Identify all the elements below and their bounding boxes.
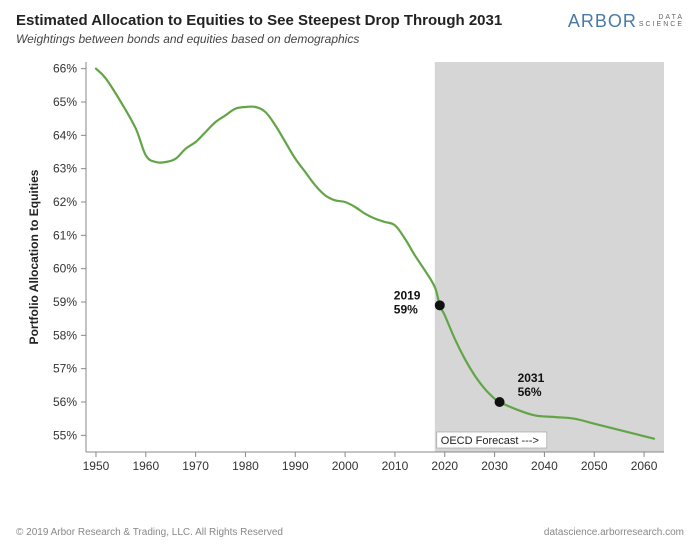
svg-text:2019: 2019 — [394, 288, 421, 302]
svg-text:61%: 61% — [53, 228, 77, 242]
svg-text:56%: 56% — [53, 395, 77, 409]
svg-text:2031: 2031 — [518, 371, 545, 385]
svg-text:65%: 65% — [53, 95, 77, 109]
svg-text:63%: 63% — [53, 162, 77, 176]
line-chart: 55% 56% 57% 58% 59% 60% 61% 62% 63% 64% 65% 66% 1950… — [16, 52, 684, 492]
svg-text:2030: 2030 — [481, 459, 508, 473]
svg-text:58%: 58% — [53, 328, 77, 342]
svg-text:1970: 1970 — [182, 459, 209, 473]
svg-text:57%: 57% — [53, 362, 77, 376]
svg-text:OECD Forecast --->: OECD Forecast ---> — [441, 435, 539, 447]
copyright-text: © 2019 Arbor Research & Trading, LLC. Al… — [16, 527, 283, 538]
svg-text:2050: 2050 — [581, 459, 608, 473]
svg-text:2060: 2060 — [631, 459, 658, 473]
svg-text:66%: 66% — [53, 62, 77, 76]
svg-text:64%: 64% — [53, 128, 77, 142]
svg-text:1980: 1980 — [232, 459, 259, 473]
svg-text:56%: 56% — [518, 385, 542, 399]
svg-text:60%: 60% — [53, 262, 77, 276]
svg-text:59%: 59% — [53, 295, 77, 309]
svg-text:1990: 1990 — [282, 459, 309, 473]
svg-text:Portfolio Allocation to Equiti: Portfolio Allocation to Equities — [27, 169, 41, 344]
svg-text:55%: 55% — [53, 428, 77, 442]
svg-text:2000: 2000 — [332, 459, 359, 473]
svg-text:62%: 62% — [53, 195, 77, 209]
svg-text:1950: 1950 — [83, 459, 110, 473]
svg-text:2010: 2010 — [382, 459, 409, 473]
svg-text:2020: 2020 — [431, 459, 458, 473]
source-url-text: datascience.arborresearch.com — [544, 527, 684, 538]
svg-text:1960: 1960 — [132, 459, 159, 473]
svg-text:2040: 2040 — [531, 459, 558, 473]
svg-text:59%: 59% — [394, 302, 418, 316]
chart-subtitle: Weightings between bonds and equities ba… — [16, 32, 502, 46]
brand-logo: ARBOR DATA SCIENCE — [568, 12, 684, 30]
chart-title: Estimated Allocation to Equities to See … — [16, 12, 502, 30]
